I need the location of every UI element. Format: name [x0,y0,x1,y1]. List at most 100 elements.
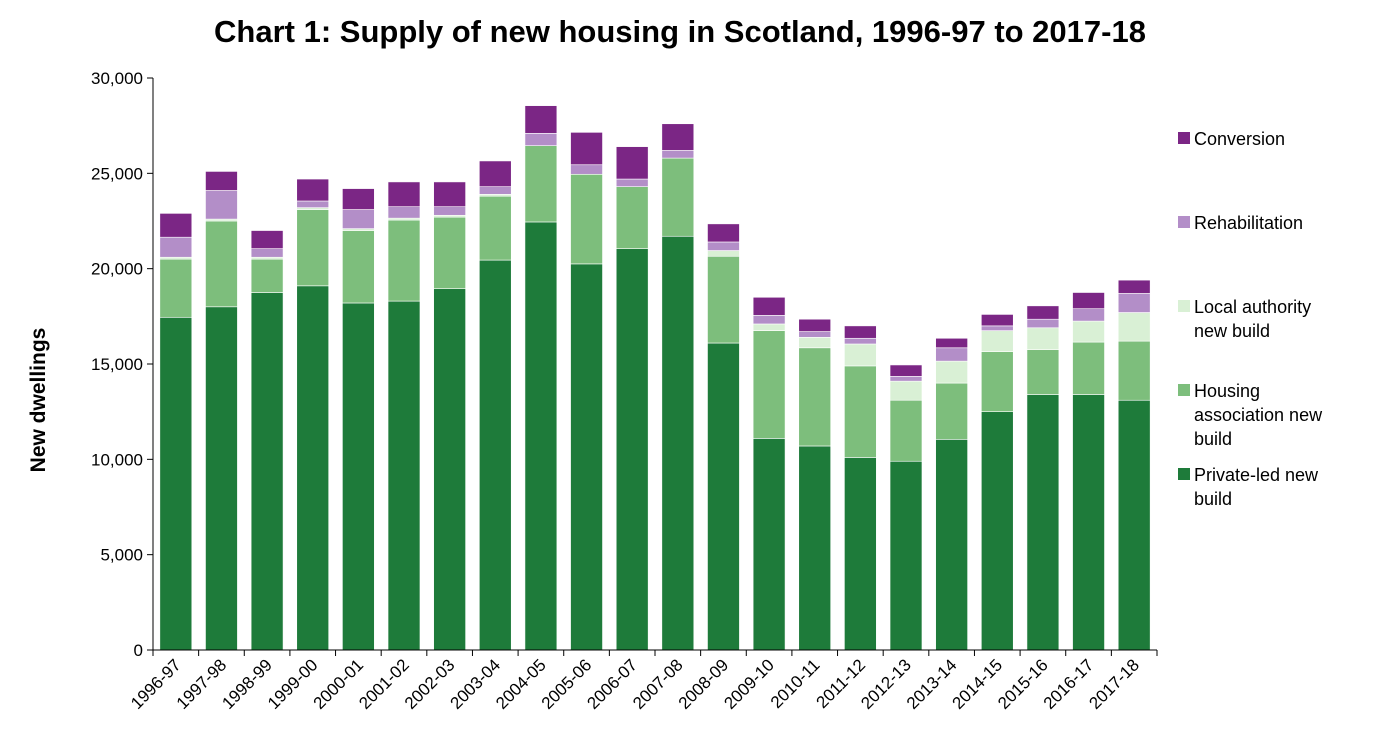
bar-2004-05-series-4 [524,105,558,134]
x-tick-label: 1997-98 [173,655,231,713]
bar-2005-06-series-3 [570,164,603,175]
bar-2000-01-series-4 [342,188,375,210]
x-tick-label: 2009-10 [720,655,778,713]
bar-2000-01-series-1 [342,230,375,304]
bar-2017-18-series-2 [1117,312,1151,342]
x-tick-label: 2003-04 [447,655,505,713]
bar-2013-14-series-3 [935,347,968,362]
bar-2014-15-series-3 [980,325,1014,331]
x-tick-label: 2008-09 [675,655,733,713]
legend-label-1: Rehabilitation [1194,213,1303,233]
x-tick-label: 2005-06 [538,655,596,713]
x-tick-label: 2013-14 [903,655,961,713]
bar-2007-08-series-3 [661,150,695,159]
bar-2015-16-series-2 [1026,327,1060,350]
bar-2007-08-series-4 [661,123,695,151]
y-tick-label: 20,000 [91,260,143,279]
x-tick-label: 2014-15 [949,655,1007,713]
bar-2006-07-series-1 [615,186,649,249]
bar-2011-12-series-0 [844,457,877,651]
legend-label-3: Housing [1194,381,1260,401]
bar-1999-00-series-4 [296,178,330,202]
bar-2013-14-series-0 [935,439,968,651]
bar-2007-08-series-0 [661,235,695,651]
legend-swatch-4 [1178,468,1190,480]
bar-1999-00-series-0 [296,285,330,651]
legend-label-3: build [1194,429,1232,449]
bar-2014-15-series-4 [980,314,1014,327]
bar-2017-18-series-1 [1117,340,1151,401]
bar-2015-16-series-4 [1026,305,1060,320]
bar-2017-18-series-4 [1117,279,1151,294]
bar-2004-05-series-0 [524,221,558,651]
bar-1999-00-series-1 [296,209,330,287]
bar-2001-02-series-0 [387,300,421,651]
bar-2008-09-series-1 [707,255,740,344]
bar-2002-03-series-4 [433,181,466,208]
bar-2001-02-series-1 [387,219,421,302]
bar-2003-04-series-1 [478,195,512,261]
y-tick-label: 0 [134,641,143,660]
bar-2017-18-series-0 [1117,399,1151,651]
x-tick-label: 2000-01 [310,655,368,713]
bar-2010-11-series-4 [798,318,832,332]
bar-2002-03-series-1 [433,216,466,289]
legend-label-4: build [1194,489,1232,509]
legend-label-2: new build [1194,321,1270,341]
x-tick-label: 2004-05 [492,655,550,713]
bar-2004-05-series-1 [524,145,558,223]
bar-1998-99-series-0 [250,292,284,651]
bar-2016-17-series-0 [1072,394,1105,651]
bar-2011-12-series-4 [844,325,877,339]
bar-2013-14-series-1 [935,382,968,440]
legend-label-4: Private-led new [1194,465,1319,485]
bar-2014-15-series-2 [980,330,1014,352]
x-tick-label: 2017-18 [1085,655,1143,713]
bar-2005-06-series-0 [570,263,603,651]
bar-1996-97-series-4 [159,213,193,238]
bar-2012-13-series-4 [889,364,923,377]
bar-1998-99-series-4 [250,230,284,249]
y-tick-label: 30,000 [91,69,143,88]
bar-2009-10-series-2 [752,323,786,331]
bar-2012-13-series-3 [889,376,923,382]
bar-2016-17-series-3 [1072,308,1105,322]
legend: Conversion Rehabilitation Local authority n… [1178,129,1323,509]
y-tick-label: 10,000 [91,450,143,469]
y-axis-label: New dwellings [27,328,50,473]
x-tick-label: 2001-02 [355,655,413,713]
bar-2016-17-series-2 [1072,320,1105,343]
bar-2009-10-series-3 [752,315,786,325]
bar-2003-04-series-0 [478,259,512,651]
x-tick-label: 2010-11 [767,655,824,712]
bar-2001-02-series-3 [387,206,421,219]
bar-1996-97-series-3 [159,236,193,258]
bar-2006-07-series-3 [615,178,649,187]
x-tick-label: 2016-17 [1040,655,1098,713]
bar-2009-10-series-1 [752,330,786,439]
bar-2012-13-series-2 [889,380,923,401]
bar-1998-99-series-3 [250,248,284,258]
bar-2005-06-series-1 [570,173,603,265]
bar-2002-03-series-3 [433,206,466,216]
bar-2008-09-series-2 [707,250,740,257]
bar-2016-17-series-4 [1072,292,1105,310]
bar-2003-04-series-3 [478,186,512,195]
bar-2008-09-series-3 [707,241,740,251]
legend-label-0: Conversion [1194,129,1285,149]
x-tick-label: 2002-03 [401,655,459,713]
chart-title: Chart 1: Supply of new housing in Scotla… [214,14,1146,49]
bar-2001-02-series-4 [387,181,421,208]
x-tick-label: 1996-97 [127,655,185,713]
bar-2006-07-series-0 [615,248,649,651]
bar-2010-11-series-2 [798,337,832,349]
legend-label-2: Local authority [1194,297,1311,317]
x-tick-label: 2007-08 [629,655,687,713]
bar-2011-12-series-3 [844,337,877,345]
bar-2013-14-series-2 [935,360,968,384]
bar-2000-01-series-3 [342,209,375,229]
bar-1997-98-series-3 [205,190,238,220]
bar-2016-17-series-1 [1072,341,1105,395]
bar-2015-16-series-3 [1026,318,1060,329]
bar-2008-09-series-0 [707,342,740,651]
